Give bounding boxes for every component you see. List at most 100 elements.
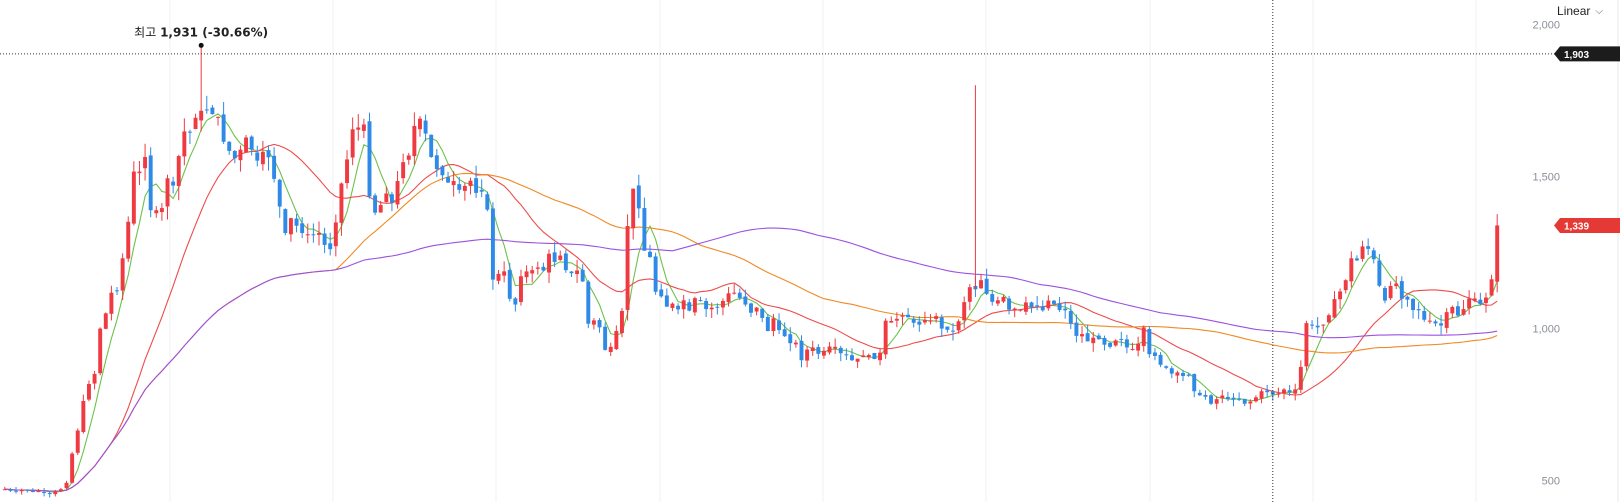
candle-body [726, 293, 731, 303]
candle-body [98, 328, 103, 374]
y-tick-label: 500 [1542, 476, 1560, 488]
candle-body [1035, 305, 1040, 307]
candle-body [597, 320, 602, 328]
ma-20-line [4, 143, 1498, 492]
candle-body [1231, 397, 1236, 400]
candle-body [777, 320, 782, 331]
ma-5-line [4, 113, 1498, 493]
candle-body [1399, 281, 1404, 299]
candle-body [1383, 288, 1387, 301]
candle-body [1377, 260, 1382, 286]
candle-body [889, 320, 894, 323]
candle-body [1433, 321, 1438, 324]
candle-body [591, 320, 596, 325]
candle-body [833, 346, 838, 349]
candle-body [1164, 366, 1169, 368]
high-annotation-value: 1,931 (-30.66%) [160, 25, 268, 39]
crosshair-price-tag-bg [1554, 46, 1620, 62]
scale-selector[interactable]: Linear ⌵ [1557, 4, 1603, 18]
candle-body [1001, 296, 1006, 302]
candle-body [945, 326, 950, 330]
candle-body [1209, 395, 1214, 404]
candle-body [1315, 325, 1320, 328]
candle-body [754, 307, 759, 312]
candle-body [760, 308, 765, 318]
candle-body [345, 159, 350, 184]
candle-body [1147, 328, 1152, 355]
candle-body [266, 150, 271, 158]
candle-body [446, 177, 450, 183]
candle-body [737, 292, 742, 298]
candle-body [749, 303, 753, 313]
candle-body [681, 300, 686, 310]
candle-body [979, 280, 983, 289]
candle-body [1007, 298, 1012, 310]
candle-body [1354, 258, 1359, 261]
candle-body [917, 321, 922, 325]
candle-body [339, 183, 344, 223]
candle-body [260, 151, 265, 165]
candle-body [350, 129, 355, 158]
candle-body [659, 289, 664, 297]
candle-body [165, 178, 170, 207]
candle-body [631, 188, 636, 229]
candle-body [541, 266, 546, 271]
candle-body [294, 218, 299, 226]
candle-body [1259, 391, 1264, 399]
candle-body [1326, 315, 1331, 323]
high-annotation-prefix: 최고 [134, 25, 160, 39]
scale-selector-label: Linear [1557, 4, 1591, 18]
candle-body [580, 269, 585, 282]
candle-body [1052, 300, 1056, 304]
candle-body [866, 355, 871, 358]
candle-body [1242, 398, 1247, 404]
candle-body [1192, 374, 1197, 392]
candle-body [928, 320, 933, 322]
candle-body [490, 208, 495, 280]
candle-body [1152, 352, 1157, 356]
candle-body [283, 209, 288, 234]
candle-body [872, 353, 877, 360]
candle-body [1080, 334, 1084, 337]
candle-body [519, 276, 523, 303]
candle-body [53, 491, 58, 495]
candle-body [75, 430, 80, 453]
crosshair [0, 0, 1560, 502]
candle-body [2, 489, 7, 491]
candle-body [1113, 340, 1118, 346]
candle-body [137, 171, 142, 174]
candle-body [793, 342, 798, 345]
candle-body [1472, 298, 1477, 301]
candle-body [317, 233, 321, 235]
candle-body [962, 302, 967, 321]
candle-body [277, 179, 282, 207]
candle-body [462, 185, 467, 191]
candle-body [1203, 394, 1208, 397]
candle-body [171, 181, 176, 186]
candle-body [1265, 390, 1270, 393]
candle-body [333, 222, 338, 247]
candle-body [1158, 354, 1163, 365]
candle-body [558, 255, 563, 260]
candle-body [1169, 368, 1174, 374]
candle-body [434, 155, 439, 170]
candle-body [367, 121, 372, 197]
candle-body [704, 301, 709, 310]
candle-body [361, 124, 366, 131]
candle-body [154, 210, 159, 214]
candle-body [1029, 302, 1034, 307]
candle-body [1012, 308, 1017, 311]
candle-body [838, 347, 843, 354]
candle-body [81, 400, 86, 432]
candle-body [1220, 395, 1225, 399]
candle-body [255, 152, 260, 161]
candle-body [58, 489, 63, 492]
candle-body [1253, 397, 1258, 402]
candle-body [619, 310, 624, 334]
candle-body [8, 489, 13, 491]
last-price-tag-label: 1,339 [1564, 221, 1589, 232]
candle-body [373, 195, 378, 213]
candle-body [642, 208, 647, 251]
price-tags: 1,903 1,339 [1554, 46, 1620, 233]
